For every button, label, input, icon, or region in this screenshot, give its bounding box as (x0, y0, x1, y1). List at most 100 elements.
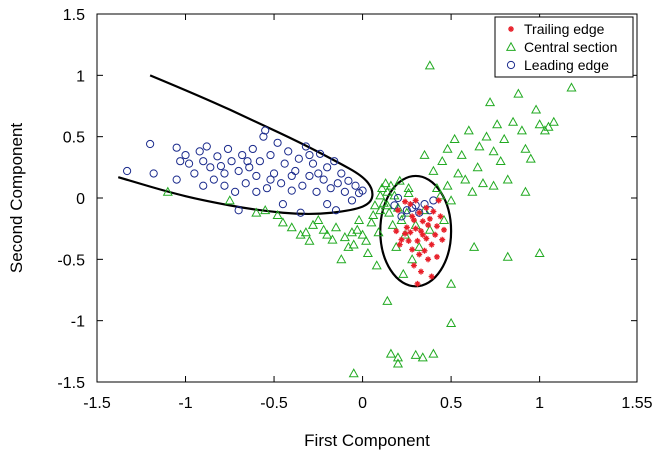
triangle-point (277, 217, 288, 227)
circle-point (248, 144, 257, 154)
circle-point (195, 147, 204, 156)
circle-point (252, 171, 261, 181)
triangle-point (516, 125, 527, 135)
triangle-point (566, 82, 577, 92)
star-point (435, 197, 442, 204)
circle-point (230, 187, 240, 196)
triangle-point (357, 229, 368, 239)
triangle-point (467, 186, 478, 196)
circle-point (209, 175, 218, 184)
star-point (419, 231, 426, 238)
triangle-point (488, 146, 499, 156)
circle-point (216, 162, 226, 171)
triangle-point (534, 119, 545, 129)
triangle-point (525, 153, 536, 163)
star-point (441, 226, 448, 233)
circle-point (284, 147, 293, 156)
legend-marker-circle (506, 60, 516, 70)
star-point (433, 223, 440, 230)
y-tick-label: 0 (76, 191, 85, 208)
circle-point (199, 181, 208, 190)
circle-point (315, 149, 325, 158)
triangle-point (548, 116, 559, 126)
star-point (414, 280, 421, 287)
y-tick-label: 0.5 (63, 130, 85, 147)
circle-point (227, 157, 236, 166)
triangle-point (336, 254, 347, 264)
triangle-point (368, 209, 379, 220)
triangle-point (502, 251, 513, 261)
triangle-point (382, 186, 393, 196)
circle-point (296, 208, 305, 217)
star-point (428, 273, 435, 280)
triangle-point (307, 219, 319, 229)
circle-point (190, 169, 199, 178)
circle-point (326, 184, 335, 193)
circle-point (280, 159, 289, 168)
x-axis: -1.5 -1 -0.5 0 0.5 1 1.55 (83, 14, 653, 412)
triangle-point (369, 200, 381, 210)
triangle-point (387, 219, 398, 229)
circle-point (243, 157, 252, 166)
y-axis: -1.5 -1 -0.5 0 0.5 1 1.5 (57, 7, 637, 392)
circle-point (397, 212, 406, 221)
star-point (418, 228, 424, 235)
circle-point (323, 200, 332, 209)
circle-point (172, 143, 181, 152)
circle-point (358, 186, 367, 195)
triangle-point (499, 133, 510, 143)
circle-point (415, 208, 424, 217)
circle-point (176, 157, 185, 166)
star-point (430, 208, 437, 215)
x-tick-label: 1 (535, 395, 544, 412)
triangle-point (446, 195, 457, 205)
x-tick-label: 0 (358, 395, 367, 412)
triangle-point (543, 121, 554, 131)
star-point (419, 218, 426, 225)
circle-point (287, 186, 296, 195)
triangle-point (272, 209, 283, 220)
legend-label: Leading edge (524, 57, 609, 73)
triangle-point (428, 165, 439, 175)
triangle-point (304, 235, 315, 245)
x-tick-label: -1.5 (83, 395, 111, 412)
triangle-point (398, 268, 409, 278)
circle-point (181, 150, 190, 160)
circle-point (323, 163, 332, 172)
triangle-point (401, 207, 412, 217)
star-point (423, 204, 430, 211)
triangle-point (400, 229, 411, 239)
triangle-point (322, 229, 333, 239)
star-point (425, 256, 432, 263)
star-point (414, 237, 421, 244)
triangle-point (392, 358, 404, 368)
circle-point (319, 175, 328, 184)
triangle-point (385, 180, 396, 190)
circle-point (213, 152, 222, 161)
triangle-point (472, 162, 483, 172)
triangle-point (376, 182, 388, 193)
circle-point (261, 126, 270, 135)
circle-point (298, 181, 307, 190)
circle-point (294, 154, 303, 163)
circle-point (206, 163, 215, 172)
triangle-point (410, 349, 421, 359)
y-axis-title: Second Component (7, 123, 26, 274)
circle-point (330, 157, 339, 166)
circle-point (291, 166, 300, 176)
triangle-point (385, 348, 396, 358)
star-point (432, 231, 439, 238)
triangle-point (456, 149, 467, 159)
star-point (402, 230, 409, 237)
triangle-point (442, 143, 453, 153)
star-point (433, 253, 440, 260)
triangle-point (492, 119, 503, 129)
circle-point (314, 169, 323, 178)
star-point (410, 217, 417, 224)
star-point (398, 236, 405, 243)
triangle-point (442, 180, 453, 190)
triangle-point (362, 247, 373, 258)
legend-box (494, 16, 634, 78)
star-point (396, 241, 403, 248)
triangle-point (419, 149, 430, 159)
